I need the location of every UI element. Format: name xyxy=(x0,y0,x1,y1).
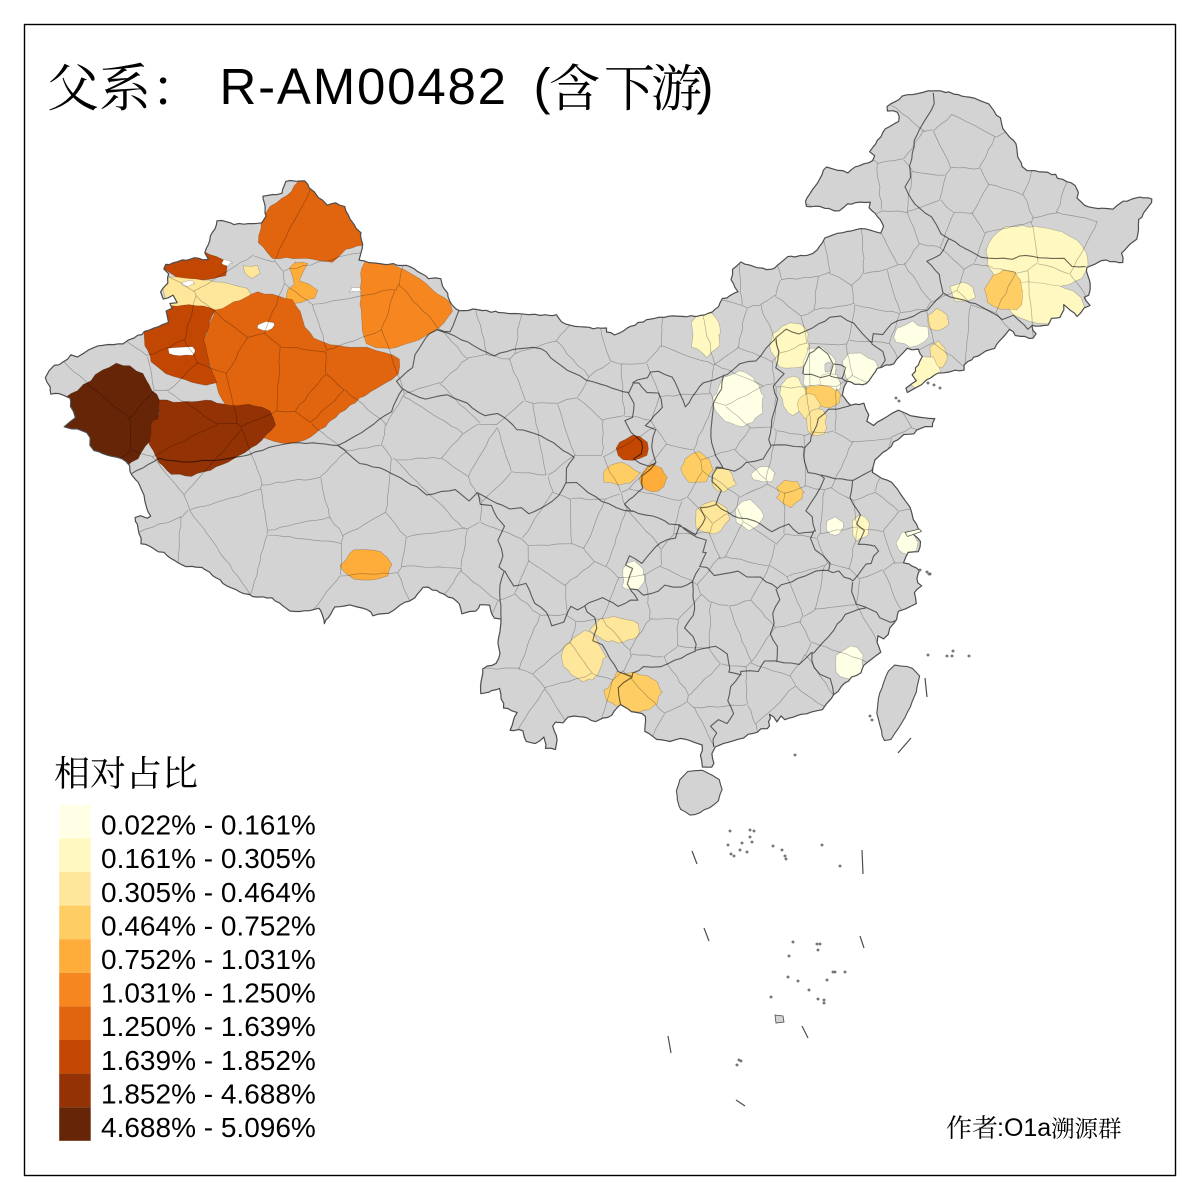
svg-text:1.031% - 1.250%: 1.031% - 1.250% xyxy=(101,978,316,1009)
svg-text:0.305% - 0.464%: 0.305% - 0.464% xyxy=(101,877,316,908)
svg-text:1.639% - 1.852%: 1.639% - 1.852% xyxy=(101,1045,316,1076)
svg-text:1.852% - 4.688%: 1.852% - 4.688% xyxy=(101,1078,316,1109)
svg-text:1.250% - 1.639%: 1.250% - 1.639% xyxy=(101,1011,316,1042)
svg-text:): ) xyxy=(697,58,714,115)
svg-text:(: ( xyxy=(534,58,551,115)
svg-text:0.752% - 1.031%: 0.752% - 1.031% xyxy=(101,944,316,975)
svg-text:4.688% - 5.096%: 4.688% - 5.096% xyxy=(101,1112,316,1143)
svg-text:0.161% - 0.305%: 0.161% - 0.305% xyxy=(101,843,316,874)
svg-text::O1a: :O1a xyxy=(997,1114,1051,1142)
svg-text:0.464% - 0.752%: 0.464% - 0.752% xyxy=(101,910,316,941)
svg-text:R-AM00482: R-AM00482 xyxy=(220,58,508,115)
svg-text:0.022% - 0.161%: 0.022% - 0.161% xyxy=(101,810,316,841)
